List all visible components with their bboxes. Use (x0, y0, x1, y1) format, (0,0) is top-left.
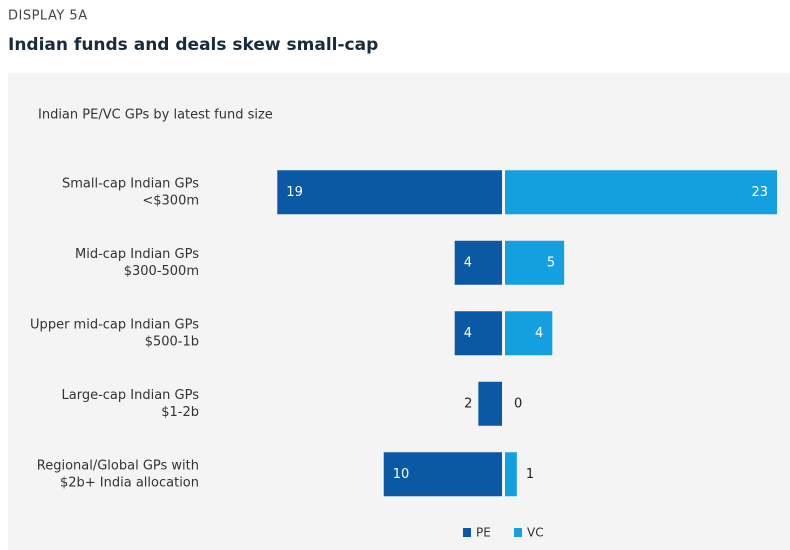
category-label: <$300m (142, 193, 199, 208)
value-label: 19 (286, 185, 303, 200)
value-label: 1 (526, 467, 534, 482)
chart-subtitle: Indian PE/VC GPs by latest fund size (38, 108, 273, 123)
bar (383, 452, 502, 497)
value-label: 4 (464, 326, 472, 341)
bar (478, 381, 502, 426)
bar (505, 240, 565, 285)
bar (505, 452, 517, 497)
bar (505, 311, 553, 356)
value-label: 4 (464, 255, 472, 270)
chart-title: Indian funds and deals skew small-cap (8, 35, 378, 55)
category-label: Upper mid-cap Indian GPs (30, 317, 199, 332)
bar (505, 170, 777, 215)
category-label: $500-1b (145, 334, 199, 349)
value-label: 5 (547, 255, 555, 270)
bar (277, 170, 502, 215)
legend-swatch (514, 528, 522, 537)
category-label: $1-2b (161, 405, 199, 420)
bar (454, 240, 502, 285)
legend-label: VC (527, 526, 544, 540)
value-label: 2 (464, 396, 472, 411)
category-label: Small-cap Indian GPs (62, 176, 199, 191)
legend-label: PE (476, 526, 491, 540)
legend-swatch (463, 528, 471, 537)
value-label: 0 (514, 396, 522, 411)
category-label: Regional/Global GPs with (37, 458, 199, 473)
category-label: Mid-cap Indian GPs (75, 247, 199, 262)
display-label: DISPLAY 5A (8, 9, 88, 24)
value-label: 23 (751, 185, 768, 200)
value-label: 4 (535, 326, 543, 341)
bar (454, 311, 502, 356)
category-label: $300-500m (124, 264, 199, 279)
category-label: $2b+ India allocation (60, 475, 199, 490)
category-label: Large-cap Indian GPs (62, 388, 200, 403)
value-label: 10 (393, 467, 410, 482)
